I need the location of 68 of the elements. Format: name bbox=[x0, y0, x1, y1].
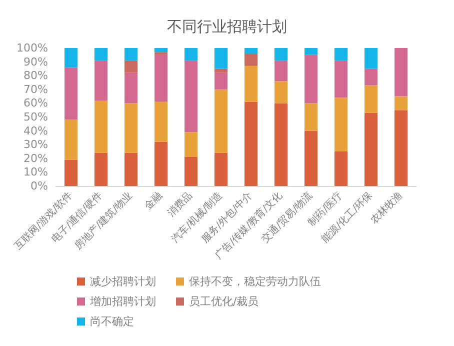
bar bbox=[64, 67, 78, 120]
bar bbox=[154, 48, 168, 52]
legend-label: 增加招聘计划 bbox=[89, 295, 156, 308]
bar bbox=[394, 48, 408, 96]
legend-label: 保持不变，稳定劳动力队伍 bbox=[189, 275, 321, 288]
bar bbox=[64, 48, 78, 68]
bar bbox=[94, 48, 108, 60]
bar bbox=[124, 103, 138, 153]
bar bbox=[214, 152, 228, 186]
bar bbox=[154, 54, 168, 102]
y-tick-label: 70% bbox=[24, 82, 48, 96]
bar bbox=[94, 152, 108, 186]
y-tick-label: 20% bbox=[24, 152, 48, 165]
y-tick-label: 90% bbox=[24, 55, 48, 68]
bar bbox=[334, 152, 348, 186]
bar bbox=[244, 66, 258, 102]
bar bbox=[184, 60, 198, 132]
bar bbox=[184, 48, 198, 60]
bar bbox=[244, 102, 258, 186]
y-tick-label: 100% bbox=[16, 42, 48, 54]
bar bbox=[184, 132, 198, 158]
bar bbox=[364, 68, 378, 86]
legend-label: 员工优化/裁员 bbox=[189, 295, 259, 308]
y-tick-label: 60% bbox=[24, 96, 48, 110]
bar bbox=[94, 60, 108, 100]
bar bbox=[64, 120, 78, 160]
bar bbox=[304, 130, 318, 186]
bar bbox=[274, 60, 288, 82]
legend-label: 减少招聘计划 bbox=[90, 275, 156, 288]
bar bbox=[154, 142, 168, 186]
bar bbox=[94, 100, 108, 153]
y-tick-label: 0% bbox=[30, 180, 48, 192]
chart-title: 不同行业招聘计划 bbox=[167, 18, 287, 36]
bar bbox=[154, 52, 168, 55]
bar bbox=[244, 54, 258, 66]
y-tick-label: 80% bbox=[24, 69, 48, 82]
bar bbox=[364, 48, 378, 69]
bar bbox=[334, 98, 348, 152]
bar bbox=[274, 81, 288, 104]
bar bbox=[124, 152, 138, 186]
bar bbox=[394, 110, 408, 186]
bar bbox=[214, 68, 228, 73]
y-tick-label: 50% bbox=[24, 110, 48, 124]
bar bbox=[334, 48, 348, 60]
y-tick-label: 40% bbox=[24, 124, 48, 138]
bar bbox=[304, 48, 318, 55]
bar bbox=[124, 48, 138, 60]
bar bbox=[274, 48, 288, 60]
bar bbox=[124, 72, 138, 104]
y-tick-label: 30% bbox=[24, 138, 48, 152]
bar bbox=[394, 96, 408, 110]
bar bbox=[364, 85, 378, 113]
bar bbox=[124, 60, 138, 73]
bar bbox=[154, 102, 168, 142]
bar bbox=[184, 157, 198, 186]
bar bbox=[64, 160, 78, 186]
bar bbox=[214, 48, 228, 69]
bar bbox=[214, 89, 228, 153]
bar bbox=[364, 112, 378, 186]
y-tick-label: 10% bbox=[24, 166, 48, 179]
bar bbox=[244, 48, 258, 54]
bar bbox=[274, 103, 288, 186]
bar bbox=[304, 54, 318, 104]
bar bbox=[304, 103, 318, 131]
x-tick-label: 金融 bbox=[142, 189, 165, 212]
bar bbox=[334, 60, 348, 98]
bar bbox=[214, 72, 228, 90]
legend-label: 尚不确定 bbox=[90, 315, 134, 328]
